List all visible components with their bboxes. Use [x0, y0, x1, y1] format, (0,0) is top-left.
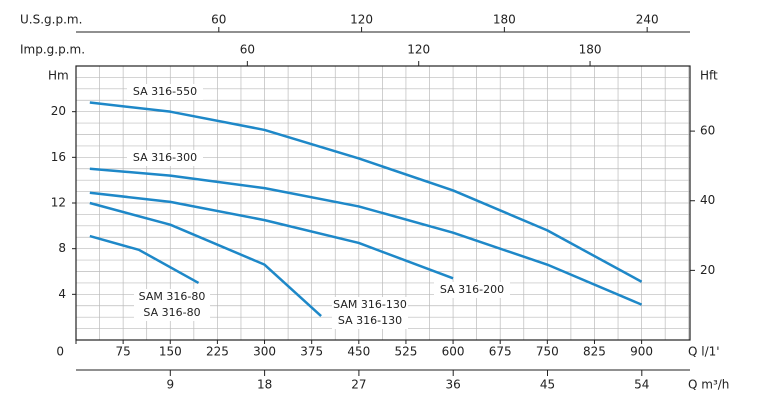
- y2-axis-title: Hft: [700, 69, 718, 83]
- y-axis-title: Hm: [48, 69, 69, 83]
- x-tick-label: 525: [394, 345, 417, 359]
- bottom-tick-label: 36: [446, 378, 461, 392]
- top-tick-label: 60: [211, 13, 226, 27]
- x-axis-title: Q l/1': [688, 345, 720, 359]
- x-tick-label: 600: [442, 345, 465, 359]
- curve: [89, 101, 643, 283]
- curve: [89, 167, 643, 306]
- bottom-tick-label: 9: [166, 378, 174, 392]
- label-bg: [127, 84, 203, 100]
- x-tick-label: 0: [56, 345, 64, 359]
- curve-label: SA 316-550: [133, 85, 197, 98]
- y-tick-label: 4: [58, 287, 66, 301]
- curve: [89, 201, 322, 317]
- y2-tick-label: 20: [700, 263, 715, 277]
- y-tick-label: 12: [51, 196, 66, 210]
- x-tick-label: 225: [206, 345, 229, 359]
- x-tick-label: 675: [489, 345, 512, 359]
- top-tick-label: 60: [240, 43, 255, 57]
- label-bg: [127, 150, 203, 166]
- y-tick-label: 20: [51, 104, 66, 118]
- y-tick-label: 8: [58, 241, 66, 255]
- x-tick-label: 900: [630, 345, 653, 359]
- top-tick-label: 120: [350, 13, 373, 27]
- x-tick-label: 300: [253, 345, 276, 359]
- bottom-tick-label: 18: [257, 378, 272, 392]
- bottom-tick-label: 54: [634, 378, 649, 392]
- x-tick-label: 750: [536, 345, 559, 359]
- top-tick-label: 120: [407, 43, 430, 57]
- curve-label: SA 316-200: [440, 283, 504, 296]
- top-axis-title: Imp.g.p.m.: [20, 43, 85, 57]
- top-axis-title: U.S.g.p.m.: [20, 13, 82, 27]
- x-tick-label: 825: [583, 345, 606, 359]
- y2-tick-label: 60: [700, 124, 715, 138]
- y-tick-label: 16: [51, 150, 66, 164]
- curve-label: SA 316-300: [133, 151, 197, 164]
- bottom-axis-title: Q m³/h: [688, 378, 729, 392]
- curve: [89, 234, 200, 285]
- bottom-tick-label: 45: [540, 378, 555, 392]
- curve: [89, 191, 454, 280]
- label-bg: [134, 289, 210, 321]
- y2-tick-label: 40: [700, 193, 715, 207]
- label-bg: [332, 297, 408, 329]
- curve-label: SA 316-130: [338, 314, 402, 327]
- x-tick-label: 150: [159, 345, 182, 359]
- label-bg: [434, 282, 510, 298]
- x-tick-label: 375: [300, 345, 323, 359]
- top-tick-label: 180: [493, 13, 516, 27]
- top-tick-label: 240: [636, 13, 659, 27]
- x-tick-label: 450: [347, 345, 370, 359]
- curve-label: SAM 316-80: [139, 290, 206, 303]
- bottom-tick-label: 27: [351, 378, 366, 392]
- curve-label: SA 316-80: [143, 306, 200, 319]
- x-tick-label: 75: [115, 345, 130, 359]
- top-tick-label: 180: [579, 43, 602, 57]
- curve-label: SAM 316-130: [333, 298, 407, 311]
